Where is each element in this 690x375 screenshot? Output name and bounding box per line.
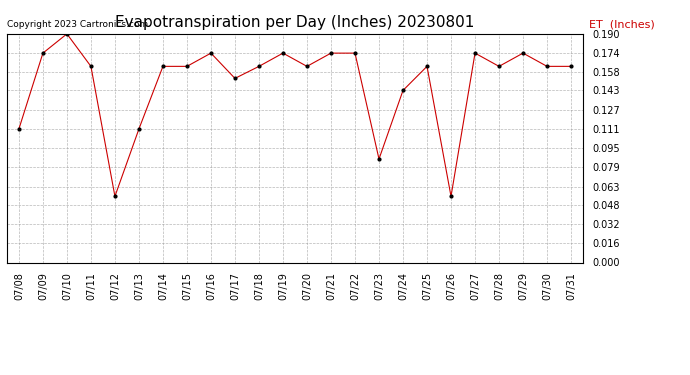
Title: Evapotranspiration per Day (Inches) 20230801: Evapotranspiration per Day (Inches) 2023… xyxy=(115,15,475,30)
Text: ET  (Inches): ET (Inches) xyxy=(589,19,655,29)
Text: Copyright 2023 Cartronics.com: Copyright 2023 Cartronics.com xyxy=(7,20,148,29)
